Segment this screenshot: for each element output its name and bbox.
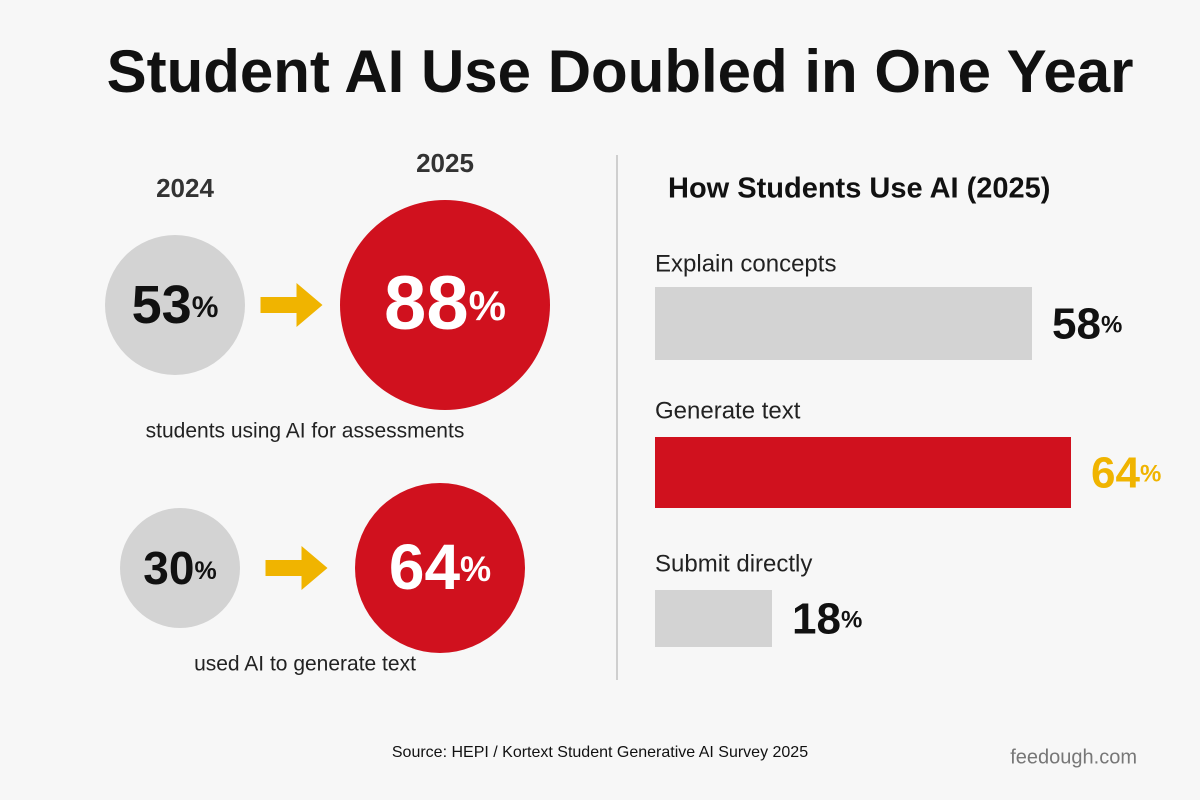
bar <box>655 437 1071 508</box>
value-unit: % <box>194 557 216 585</box>
source: Source: HEPI / Kortext Student Generativ… <box>392 744 808 761</box>
value-number: 64 <box>389 531 461 603</box>
value-label: 30% <box>143 542 216 594</box>
category-label: Explain concepts <box>655 250 836 277</box>
value-unit: % <box>1101 312 1122 339</box>
value-label: 64% <box>1091 448 1161 497</box>
bar <box>655 287 1032 360</box>
arrow <box>260 283 323 327</box>
value-label: 58% <box>1052 299 1122 348</box>
value-unit: % <box>1140 461 1161 488</box>
legend-label: 2024 <box>156 173 214 203</box>
value-circle <box>340 200 550 410</box>
value-circle <box>120 508 240 628</box>
bar-chart-title: How Students Use AI (2025) <box>668 173 1050 205</box>
value-label: 88% <box>384 261 506 346</box>
value-unit: % <box>192 291 219 324</box>
value-label: 53% <box>132 275 219 335</box>
caption: used AI to generate text <box>194 653 416 676</box>
arrow <box>265 546 328 590</box>
value-number: 88 <box>384 261 469 346</box>
value-number: 53 <box>132 275 192 335</box>
value-circle <box>105 235 245 375</box>
value-circle <box>355 483 525 653</box>
value-number: 64 <box>1091 448 1140 497</box>
value-label: 64% <box>389 531 491 603</box>
value-unit: % <box>460 550 491 589</box>
category-label: Generate text <box>655 397 801 424</box>
caption: students using AI for assessments <box>146 420 465 443</box>
page-title: Student AI Use Doubled in One Year <box>107 38 1134 105</box>
value-number: 30 <box>143 542 194 594</box>
legend-label: 2025 <box>416 148 474 178</box>
value-number: 58 <box>1052 299 1101 348</box>
value-number: 18 <box>792 594 841 643</box>
value-unit: % <box>469 282 506 329</box>
value-unit: % <box>841 607 862 634</box>
category-label: Submit directly <box>655 550 812 577</box>
footer: feedough.com <box>1010 746 1137 768</box>
value-label: 18% <box>792 594 862 643</box>
bar <box>655 590 772 647</box>
